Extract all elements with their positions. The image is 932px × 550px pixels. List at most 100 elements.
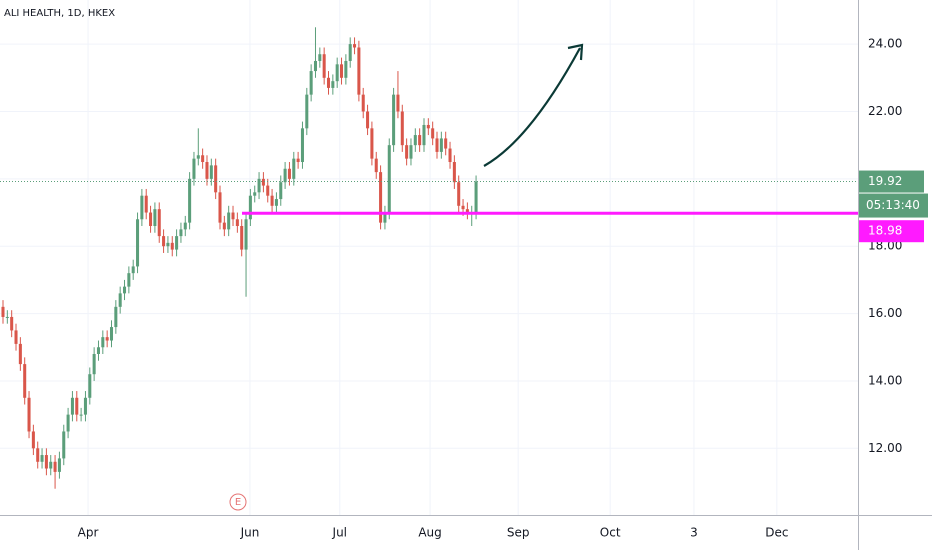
candle-body — [296, 158, 300, 163]
candle-body — [335, 64, 339, 82]
candle-body — [322, 54, 326, 78]
earnings-label[interactable]: E — [235, 497, 241, 508]
candle-body — [465, 209, 469, 213]
candle-body — [179, 229, 183, 237]
candle-body — [357, 47, 361, 95]
candle-body — [5, 316, 9, 318]
candle-body — [331, 81, 335, 88]
candle-body — [205, 162, 209, 179]
earnings-icon[interactable] — [229, 493, 247, 511]
candle-body — [18, 343, 22, 365]
candle-body — [379, 172, 383, 223]
candle-body — [192, 158, 196, 179]
candle-body — [149, 212, 153, 227]
drawn-arrow — [483, 47, 581, 167]
candle-body — [344, 60, 348, 78]
candle-body — [313, 60, 318, 72]
support-label: 18.98 — [868, 224, 902, 238]
candle-body — [31, 431, 35, 449]
candle-body — [14, 330, 18, 344]
candle-body — [383, 212, 387, 223]
x-tick-label: Jun — [240, 526, 260, 540]
x-tick-label: Sep — [507, 526, 530, 540]
candle-body — [374, 158, 378, 173]
candle-body — [413, 135, 417, 146]
candle-body — [326, 77, 331, 88]
candle-body — [474, 181, 478, 213]
candle-body — [448, 148, 452, 163]
candle-body — [292, 158, 296, 179]
candle-body — [253, 192, 257, 196]
candle-body — [227, 212, 231, 230]
candle-body — [162, 236, 166, 247]
candle-body — [153, 209, 157, 227]
candle-body — [75, 397, 79, 415]
candle-body — [209, 165, 213, 179]
candle-body — [79, 414, 83, 416]
y-tick-label: 16.00 — [868, 306, 902, 320]
candle-body — [283, 168, 287, 183]
candle-body — [348, 44, 352, 61]
x-tick-label: Aug — [418, 526, 441, 540]
candle-body — [309, 71, 313, 95]
candle-body — [257, 178, 261, 193]
candle-body — [170, 242, 174, 250]
candle-body — [353, 44, 357, 48]
candle-body — [88, 374, 92, 398]
candle-body — [10, 316, 14, 331]
y-tick-label: 18.00 — [868, 239, 902, 253]
candle-body — [279, 182, 283, 200]
candle-body — [370, 128, 374, 159]
candle-body — [218, 192, 222, 223]
plot: 12.0014.0016.0018.0020.0022.0024.00AprJu… — [0, 0, 902, 540]
candle-body — [261, 178, 265, 186]
candle-body — [183, 222, 187, 230]
candle-body — [235, 219, 239, 227]
candle-body — [188, 178, 192, 223]
candle-body — [274, 199, 278, 206]
x-tick-label: Oct — [600, 526, 621, 540]
candle-body — [457, 182, 461, 206]
candle-body — [461, 205, 465, 210]
candle-body — [405, 145, 409, 159]
y-tick-label: 24.00 — [868, 37, 902, 51]
candle-body — [66, 414, 70, 432]
countdown-box — [859, 193, 928, 218]
candle-body — [387, 145, 391, 213]
candle-body — [96, 347, 100, 354]
candle-body — [157, 209, 161, 237]
candle-body — [214, 165, 218, 193]
candle-body — [92, 353, 96, 375]
candle-body — [266, 185, 270, 196]
candle-body — [300, 128, 304, 163]
candle-body — [136, 219, 140, 267]
candle-body — [166, 242, 170, 247]
candle-body — [144, 195, 148, 213]
candle-body — [444, 138, 448, 149]
candle-body — [114, 306, 118, 328]
support-box — [859, 220, 924, 243]
candle-body — [452, 162, 456, 183]
x-tick-label: 3 — [690, 526, 698, 540]
candle-body — [305, 94, 309, 129]
candle-body — [366, 111, 370, 129]
candle-body — [27, 397, 31, 432]
candle-body — [422, 124, 426, 146]
candle-body — [439, 138, 443, 152]
candle-body — [49, 461, 53, 469]
candle-body — [1, 306, 5, 317]
candle-body — [318, 54, 322, 61]
candle-body — [240, 226, 244, 250]
candle-body — [431, 128, 435, 139]
candle-body — [248, 195, 252, 220]
candle-body — [131, 266, 135, 274]
last-price-label: 19.92 — [868, 174, 902, 188]
candle-body — [53, 461, 57, 472]
candle-body — [400, 111, 404, 146]
candle-body — [418, 135, 422, 146]
candle-body — [62, 431, 66, 459]
candle-body — [392, 94, 396, 146]
candle-body — [409, 145, 413, 159]
